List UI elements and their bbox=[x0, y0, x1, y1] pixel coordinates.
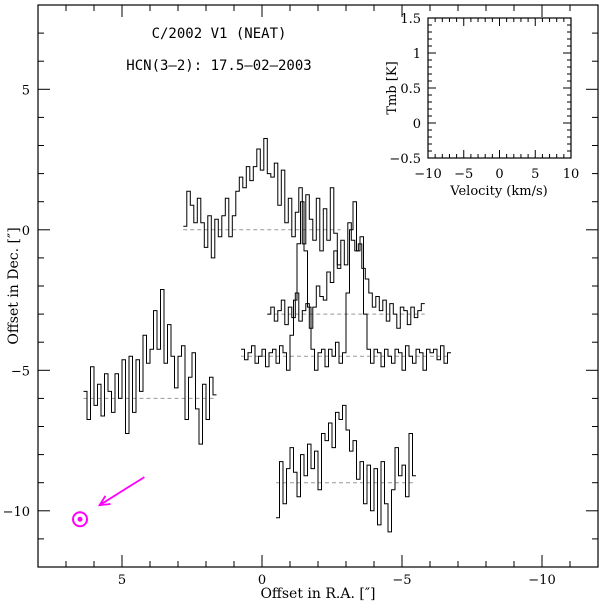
x-tick-label: 5 bbox=[118, 573, 126, 588]
x-tick-label: −5 bbox=[392, 573, 411, 588]
inset-y-tick-label: −0.5 bbox=[389, 152, 421, 167]
inset-y-tick-label: 1 bbox=[413, 47, 421, 62]
inset-x-tick-label: 10 bbox=[563, 167, 580, 182]
y-axis-label: Offset in Dec. [″] bbox=[6, 227, 22, 344]
spectrum-line bbox=[183, 138, 341, 266]
main-axis-ticks: 5 0 −5 −10 5 0 −5 −10 bbox=[3, 4, 599, 588]
sun-icon-dot bbox=[77, 516, 83, 522]
x-tick-label: 0 bbox=[258, 573, 266, 588]
spectrum-line bbox=[276, 404, 416, 533]
inset-y-tick-label: 0.5 bbox=[400, 82, 421, 97]
y-tick-label: −10 bbox=[3, 505, 30, 520]
inset-axis-ticks: −10 −5 0 5 10 −0.5 0 0.5 1 1.5 bbox=[389, 12, 579, 182]
arrow-icon bbox=[99, 476, 145, 506]
inset-x-tick-label: −5 bbox=[454, 167, 473, 182]
chart-title: C/2002 V1 (NEAT) bbox=[152, 26, 287, 42]
inset-frame bbox=[427, 17, 572, 159]
spectrum-line bbox=[267, 222, 425, 329]
y-tick-label: 5 bbox=[22, 83, 30, 98]
x-tick-label: −10 bbox=[528, 573, 555, 588]
spectrum-line bbox=[83, 289, 217, 445]
x-axis-label: Offset in R.A. [″] bbox=[260, 586, 375, 602]
sun-icon bbox=[72, 511, 88, 528]
spectra-group bbox=[83, 138, 451, 533]
inset-x-tick-label: 5 bbox=[531, 167, 539, 182]
arrow-head bbox=[97, 495, 111, 507]
spectrum-line bbox=[241, 201, 451, 371]
inset-y-tick-label: 1.5 bbox=[400, 12, 421, 27]
inset-y-axis-label: Tmb [K] bbox=[385, 61, 400, 114]
y-tick-label: 0 bbox=[22, 224, 30, 239]
chart-subtitle: HCN(3–2): 17.5–02–2003 bbox=[126, 58, 311, 74]
y-tick-label: −5 bbox=[11, 364, 30, 379]
inset-x-axis-label: Velocity (km/s) bbox=[449, 184, 547, 199]
inset-x-tick-label: 0 bbox=[495, 167, 503, 182]
inset-y-tick-label: 0 bbox=[413, 117, 421, 132]
inset-plot: −10 −5 0 5 10 −0.5 0 0.5 1 1.5 Velocity (km/s) Tm… bbox=[385, 12, 579, 199]
inset-x-tick-label: −10 bbox=[414, 167, 441, 182]
overlay-group bbox=[72, 476, 145, 528]
